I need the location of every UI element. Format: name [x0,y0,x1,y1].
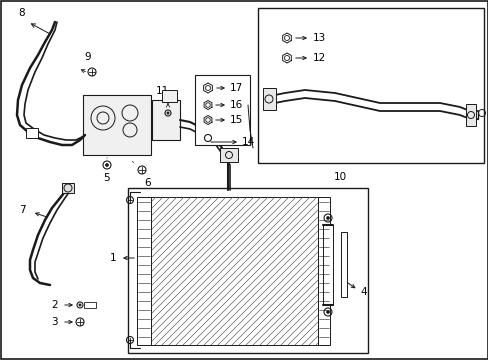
Bar [317,197,329,345]
Text: 2: 2 [51,300,58,310]
Text: 6: 6 [144,178,151,188]
Text: 5: 5 [103,173,110,183]
Text: 12: 12 [312,53,325,63]
Text: 9: 9 [84,52,91,62]
Circle shape [326,217,329,219]
Bar [128,188,367,353]
Text: 4: 4 [359,287,366,297]
Circle shape [79,304,81,306]
Circle shape [105,163,108,166]
Text: 8: 8 [19,8,25,18]
Text: 10: 10 [333,172,346,182]
Bar [84,302,96,308]
Text: 16: 16 [229,100,243,110]
Bar [148,197,317,345]
Polygon shape [282,33,291,43]
Text: 1: 1 [109,253,116,263]
Bar [137,197,151,345]
Text: 14: 14 [242,137,255,147]
Circle shape [166,112,169,114]
Bar [263,88,275,110]
Bar [152,100,180,140]
Bar [26,128,38,138]
Bar [195,75,249,145]
Bar [323,225,332,305]
Bar [162,90,177,102]
Polygon shape [203,116,211,125]
Text: 17: 17 [229,83,243,93]
Bar [340,232,346,297]
Polygon shape [203,83,212,93]
Text: 13: 13 [312,33,325,43]
Polygon shape [282,53,291,63]
Bar [220,148,238,162]
Bar [465,104,475,126]
Text: 15: 15 [229,115,243,125]
Bar [62,183,74,193]
Bar [258,8,483,163]
Text: 11: 11 [155,86,168,96]
Text: 3: 3 [51,317,58,327]
Circle shape [326,311,329,314]
Bar [83,95,151,155]
Polygon shape [203,100,211,109]
Text: 7: 7 [20,205,26,215]
